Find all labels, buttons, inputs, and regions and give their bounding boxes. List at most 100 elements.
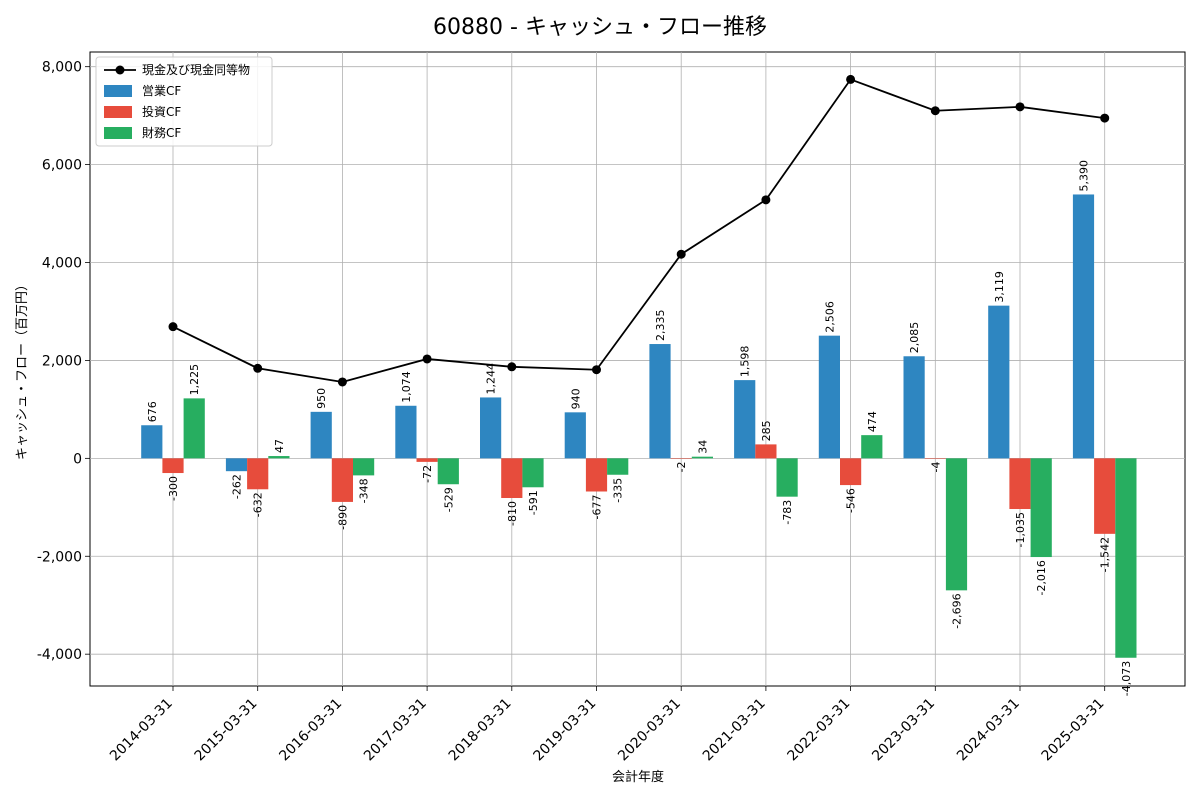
value-label: 47 [273, 439, 286, 453]
cash-point [168, 322, 178, 332]
value-label: 676 [146, 401, 159, 422]
cash-point [253, 363, 263, 373]
y-tick-label: 0 [73, 451, 82, 467]
bar-営業CF [649, 344, 671, 459]
x-tick-label: 2022-03-31 [785, 696, 854, 765]
y-tick-label: 4,000 [42, 256, 82, 272]
cash-point [846, 74, 856, 84]
x-axis: 2014-03-31 2015-03-31 2016-03-31 2017-03-31… [107, 686, 1108, 764]
cash-point [1015, 102, 1025, 112]
y-axis-label: キャッシュ・フロー（百万円） [15, 278, 30, 460]
plot-frame [89, 51, 1186, 687]
cash-line-path [172, 78, 1105, 383]
value-label: -300 [167, 476, 180, 501]
bar-営業CF [480, 397, 502, 459]
bar-投資CF [670, 458, 692, 459]
y-tick-label: 2,000 [42, 353, 82, 369]
y-tick-label: -4,000 [37, 647, 82, 663]
chart-title: 60880 - キャッシュ・フロー推移 [433, 15, 767, 40]
x-tick-label: 2017-03-31 [361, 696, 430, 765]
value-label: 2,085 [908, 322, 921, 354]
x-tick-label: 2018-03-31 [446, 696, 515, 765]
value-label: -4,073 [1120, 661, 1133, 696]
bar-財務CF [268, 456, 290, 459]
bar-投資CF [247, 458, 269, 490]
legend-label: 投資CF [142, 104, 181, 119]
value-label: 285 [760, 420, 773, 441]
x-tick-label: 2019-03-31 [530, 696, 599, 765]
value-label: -890 [336, 505, 349, 530]
bar-財務CF [861, 435, 883, 459]
value-label: -2 [675, 461, 688, 472]
y-tick-label: 8,000 [42, 60, 82, 76]
value-label: 474 [866, 411, 879, 432]
cash-point [930, 106, 940, 116]
value-label: 5,390 [1078, 160, 1091, 192]
bar-投資CF [331, 458, 353, 502]
bar-営業CF [903, 356, 925, 459]
cash-point [676, 249, 686, 259]
bar-営業CF [395, 405, 417, 459]
cash-point [761, 195, 771, 205]
value-labels: 676 -262 950 1,074 1,244 940 2,335 1,598 2,506 2,… [146, 160, 1133, 696]
value-label: -810 [506, 501, 519, 526]
bar-財務CF [437, 458, 459, 485]
x-tick-label: 2021-03-31 [700, 696, 769, 765]
bar-財務CF [691, 456, 713, 459]
value-label: -2,016 [1035, 560, 1048, 595]
bar-財務CF [353, 458, 375, 476]
bar-投資CF [924, 458, 946, 459]
value-label: -1,035 [1014, 512, 1027, 547]
bar-投資CF [585, 458, 608, 492]
legend-bar-swatch [104, 85, 132, 97]
bar-投資CF [755, 444, 777, 459]
bar-営業CF [1072, 194, 1095, 459]
y-axis: -4,000 -2,000 0 2,000 4,000 6,000 8,000 [37, 60, 90, 663]
x-tick-label: 2014-03-31 [107, 696, 176, 765]
value-label: -2,696 [951, 593, 964, 628]
value-label: 950 [315, 388, 328, 409]
bar-投資CF [1009, 458, 1031, 510]
bar-投資CF [501, 458, 523, 499]
value-label: 3,119 [993, 271, 1006, 303]
legend-label: 営業CF [142, 84, 181, 98]
value-label: -546 [845, 488, 858, 513]
bar-財務CF [522, 458, 544, 488]
bar-投資CF [162, 458, 184, 474]
bar-営業CF [141, 425, 163, 459]
legend-box [95, 56, 273, 147]
bar-財務CF [1115, 458, 1137, 658]
x-tick-label: 2016-03-31 [276, 696, 345, 765]
value-label: 2,506 [823, 301, 836, 333]
x-tick-label: 2023-03-31 [869, 696, 938, 765]
x-tick-label: 2015-03-31 [192, 696, 261, 765]
legend-label: 現金及び現金同等物 [142, 62, 250, 77]
cash-point [1100, 113, 1110, 123]
value-label: 1,244 [485, 363, 498, 394]
value-label: 34 [696, 440, 709, 454]
x-axis-label: 会計年度 [612, 769, 664, 785]
value-label: -783 [781, 500, 794, 525]
value-label: -262 [231, 474, 244, 499]
y-tick-label: 6,000 [42, 158, 82, 174]
cash-point [337, 377, 347, 387]
value-label: -4 [929, 462, 942, 473]
value-label: 1,225 [188, 364, 201, 396]
value-label: -1,542 [1099, 537, 1112, 572]
legend-marker [115, 65, 125, 75]
value-label: -632 [252, 492, 265, 517]
x-tick-label: 2020-03-31 [615, 696, 684, 765]
bar-営業CF [734, 380, 756, 459]
bars [141, 194, 1137, 658]
y-tick-label: -2,000 [37, 549, 82, 565]
value-label: 2,335 [654, 310, 667, 342]
cash-line [168, 74, 1110, 387]
bar-営業CF [310, 411, 332, 459]
bar-投資CF [1094, 458, 1116, 534]
bar-財務CF [183, 398, 205, 459]
bar-財務CF [776, 458, 798, 497]
legend-label: 財務CF [142, 125, 181, 140]
